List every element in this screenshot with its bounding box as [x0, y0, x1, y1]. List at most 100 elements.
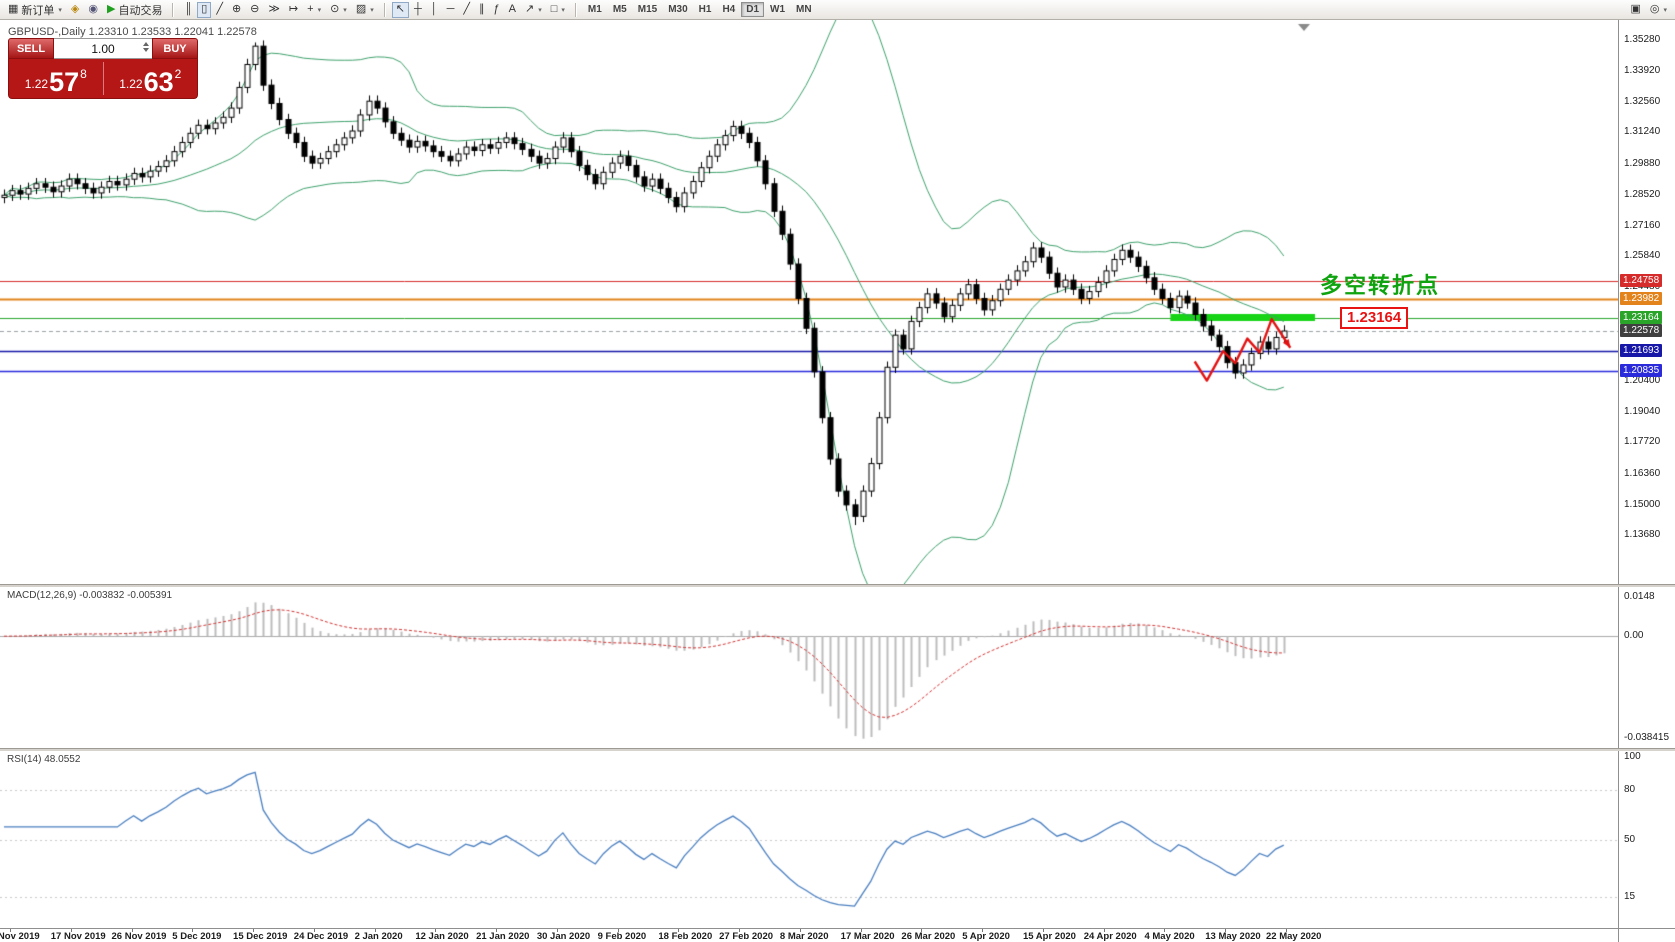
- autotrading-icon: ▶: [107, 3, 116, 15]
- lot-decrease-icon[interactable]: [143, 48, 149, 52]
- timeframe-MN[interactable]: MN: [791, 2, 817, 17]
- date-tick: [192, 929, 194, 932]
- rsi-scale-label: 80: [1624, 784, 1636, 795]
- candlestick-chart-icon: ▯: [201, 3, 208, 15]
- date-tick: [1286, 929, 1287, 932]
- date-tick: [982, 929, 984, 932]
- turning-point-annotation[interactable]: 多空转折点: [1320, 273, 1441, 298]
- date-label: 7 Nov 2019: [0, 931, 40, 942]
- timeframe-M30[interactable]: M30: [663, 2, 692, 17]
- arrow-tools-button[interactable]: ↗: [521, 2, 546, 18]
- rsi-scale-label: 15: [1624, 891, 1636, 903]
- price-tick: 1.27160: [1624, 219, 1661, 231]
- cursor-button[interactable]: ↖: [391, 1, 409, 18]
- metaeditor-button[interactable]: ◈: [67, 2, 83, 18]
- price-tick: 1.35280: [1624, 33, 1661, 45]
- date-tick: [860, 929, 862, 932]
- new-order-icon: ▦: [8, 3, 19, 15]
- date-label: 17 Mar 2020: [840, 931, 895, 942]
- templates-icon: ▨: [355, 3, 367, 15]
- candlestick-chart-button[interactable]: ▯: [197, 1, 212, 18]
- date-label: 13 May 2020: [1205, 931, 1261, 942]
- line-chart-button[interactable]: ╱: [212, 2, 227, 18]
- zoom-out-button[interactable]: ⊖: [246, 2, 263, 18]
- lot-increase-icon[interactable]: [143, 42, 149, 46]
- price-axis[interactable]: 1.35280 1.33920 1.32560 1.31240 1.29880 1.285…: [1618, 20, 1675, 928]
- date-tick: [131, 929, 133, 932]
- price-tick: 1.28520: [1624, 188, 1661, 200]
- crosshair-icon: ┼: [413, 3, 422, 15]
- toolbar-separator: [574, 2, 577, 17]
- vertical-line-button[interactable]: │: [427, 2, 442, 18]
- bar-chart-icon: ║: [184, 3, 193, 15]
- templates-button[interactable]: ▨: [352, 2, 378, 18]
- lot-size-stepper[interactable]: 1.00: [54, 38, 152, 59]
- sell-button[interactable]: SELL: [8, 38, 54, 59]
- date-label: 15 Apr 2020: [1022, 931, 1076, 942]
- zoom-in-button[interactable]: ⊕: [228, 2, 245, 18]
- trendline-button[interactable]: ╱: [459, 2, 474, 18]
- fibonacci-button[interactable]: ƒ: [490, 2, 504, 18]
- search-button[interactable]: ◎: [1646, 2, 1671, 18]
- date-label: 22 May 2020: [1266, 931, 1322, 942]
- date-label: 5 Apr 2020: [962, 931, 1010, 942]
- date-tick: [1164, 929, 1166, 932]
- crosshair-button[interactable]: ┼: [410, 2, 426, 18]
- panel-splitter[interactable]: [0, 748, 1675, 751]
- metaeditor-icon: ◈: [70, 3, 80, 15]
- price-badge: 1.20835: [1620, 364, 1663, 378]
- arrow-tools-icon: ↗: [525, 3, 535, 15]
- date-tick: [313, 929, 315, 932]
- date-label: 30 Jan 2020: [536, 931, 591, 942]
- bar-chart-button[interactable]: ║: [180, 2, 196, 18]
- date-axis[interactable]: 7 Nov 2019 17 Nov 2019 26 Nov 2019 5 Dec 20…: [0, 928, 1618, 942]
- line-chart-icon: ╱: [216, 3, 223, 15]
- main-toolbar: ▦新订单 ◈ ◉ ▶自动交易 ║ ▯ ╱ ⊕ ⊖ ≫ ↦ + ⊙ ▨ ↖ ┼ │ ─ ╱ ∥ ƒA ↗ □ M1M5M1…: [0, 0, 1675, 20]
- chart-shift-button[interactable]: ↦: [285, 2, 302, 18]
- channel-button[interactable]: ∥: [475, 2, 489, 18]
- rsi-indicator-panel: RSI(14) 48.0552: [0, 751, 1618, 928]
- rsi-scale-label: 50: [1624, 833, 1636, 845]
- rsi-canvas[interactable]: [0, 751, 1618, 928]
- new-order-button[interactable]: ▦ 新订单: [4, 2, 66, 18]
- window-tile-button[interactable]: ▣: [1626, 2, 1644, 18]
- buy-price-prefix: 1.22: [119, 77, 143, 91]
- rsi-scale-label: 100: [1624, 751, 1641, 762]
- timeframe-W1[interactable]: W1: [765, 2, 790, 17]
- price-tick: 1.32560: [1624, 96, 1661, 108]
- date-label: 5 Dec 2019: [172, 931, 222, 942]
- macd-scale-label: -0.038415: [1624, 732, 1670, 743]
- buy-price-display[interactable]: 1.22 63 2: [104, 59, 198, 98]
- text-button[interactable]: A: [505, 2, 520, 18]
- options-button[interactable]: ◉: [84, 2, 102, 18]
- turning-point-price-label[interactable]: 1.23164: [1340, 307, 1409, 329]
- timeframe-M15[interactable]: M15: [633, 2, 662, 17]
- auto-scroll-icon: ≫: [268, 3, 280, 15]
- panel-splitter[interactable]: [0, 584, 1675, 587]
- timeframe-H4[interactable]: H4: [717, 2, 740, 17]
- indicators-icon: +: [307, 3, 314, 15]
- date-label: 26 Mar 2020: [901, 931, 956, 942]
- text-icon: A: [508, 3, 517, 15]
- price-badge: 1.23982: [1620, 291, 1663, 305]
- autotrading-button[interactable]: ▶ 自动交易: [103, 2, 166, 18]
- timeframe-D1[interactable]: D1: [741, 2, 765, 17]
- candlestick-chart-canvas[interactable]: [0, 20, 1618, 584]
- toolbar-separator: [383, 2, 386, 17]
- horizontal-line-button[interactable]: ─: [443, 2, 459, 18]
- timeframe-H1[interactable]: H1: [694, 2, 717, 17]
- shapes-button[interactable]: □: [547, 2, 569, 18]
- periods-button[interactable]: ⊙: [326, 2, 351, 18]
- window-tile-icon: ▣: [1630, 3, 1641, 15]
- shapes-icon: □: [550, 3, 558, 15]
- macd-canvas[interactable]: [0, 587, 1618, 748]
- indicators-button[interactable]: +: [303, 2, 325, 18]
- zoom-in-icon: ⊕: [231, 3, 242, 15]
- timeframe-M5[interactable]: M5: [608, 2, 632, 17]
- options-icon: ◉: [88, 3, 98, 15]
- buy-button[interactable]: BUY: [152, 38, 198, 59]
- timeframe-M1[interactable]: M1: [583, 2, 607, 17]
- auto-scroll-button[interactable]: ≫: [264, 2, 284, 18]
- sell-price-display[interactable]: 1.22 57 8: [9, 59, 103, 98]
